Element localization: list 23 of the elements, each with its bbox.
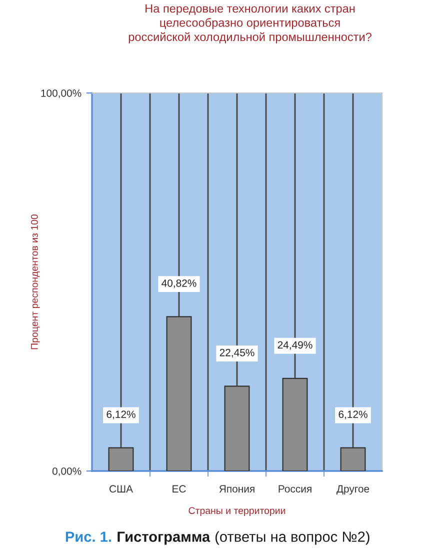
y-tick-label: 0,00% [52,468,82,476]
x-tick-label: ЕС [172,485,186,493]
bar [340,447,366,471]
data-label: 40,82% [162,279,196,288]
bar [282,378,308,471]
bar [224,386,250,471]
chart-title: На передовые технологии каких стран целесообразно ориентироваться российской холодильной промышленности? [128,4,372,44]
data-label: 6,12% [338,410,368,420]
y-axis-title: Процент респондентов из 100 [30,214,40,350]
bar [166,316,192,471]
text: Гистограмма [118,532,210,545]
x-axis-title: Страны и территории [188,507,286,516]
bar [108,447,134,471]
x-tick-label: Россия [278,485,312,493]
text: (ответы на вопрос №2) [215,531,370,545]
y-tick-label: 100,00% [41,90,82,98]
x-tick-label: Япония [219,485,254,493]
data-label: 6,12% [106,410,136,420]
x-tick-label: США [110,485,133,493]
x-tick-label: Другое [336,485,370,495]
text: Рис. 1. [66,532,112,542]
data-label: 24,49% [278,341,312,350]
data-label: 22,45% [220,348,254,358]
